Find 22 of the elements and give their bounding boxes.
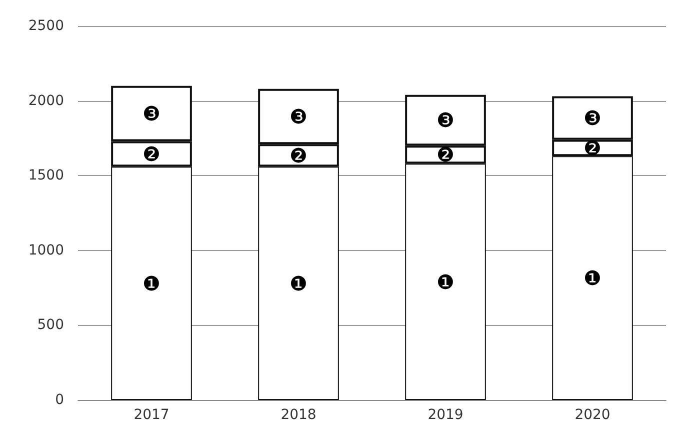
series-label: ❸ bbox=[584, 106, 602, 130]
text: ❸ bbox=[436, 108, 454, 132]
text: ❸ bbox=[142, 102, 160, 126]
text: ❸ bbox=[290, 104, 308, 129]
y-tick-label: 1000 bbox=[28, 242, 64, 258]
text: ❶ bbox=[436, 270, 454, 294]
y-tick-label: 0 bbox=[55, 392, 64, 408]
y-tick-label: 1500 bbox=[28, 168, 64, 184]
series-label: ❶ bbox=[584, 266, 602, 290]
text: ❷ bbox=[584, 136, 602, 160]
x-tick-label: 2020 bbox=[574, 407, 610, 423]
x-tick-label: 2019 bbox=[428, 407, 464, 423]
y-tick-label: 2500 bbox=[28, 18, 64, 34]
y-tick-label: 2000 bbox=[28, 92, 64, 109]
x-tick-label: 2018 bbox=[280, 407, 316, 423]
x-tick-label: 2017 bbox=[134, 407, 170, 423]
y-tick-label: 500 bbox=[37, 317, 64, 334]
text: ❷ bbox=[436, 142, 454, 167]
series-label: ❷ bbox=[142, 142, 160, 166]
text: ❶ bbox=[290, 271, 308, 296]
text: ❷ bbox=[290, 143, 308, 168]
text: ❶ bbox=[142, 271, 160, 296]
